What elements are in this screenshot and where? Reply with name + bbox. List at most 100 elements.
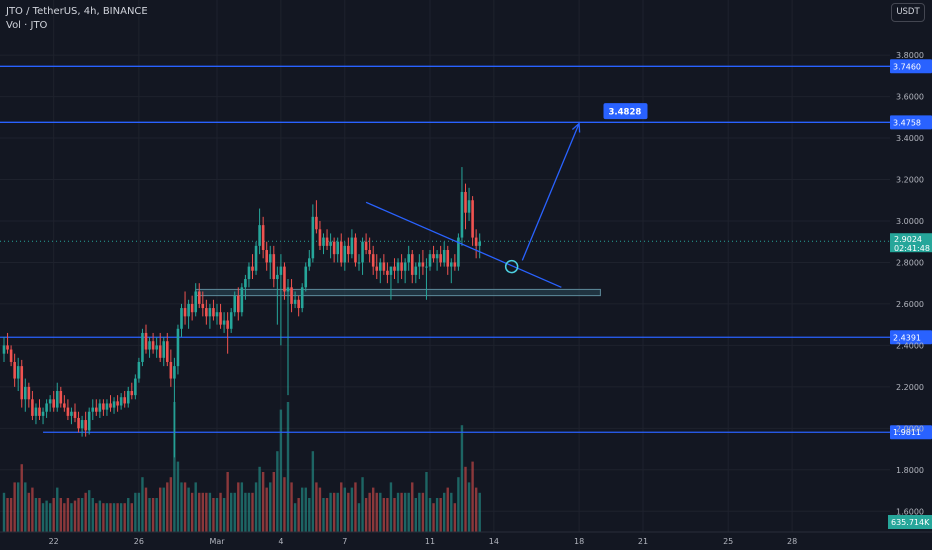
- candle-body: [265, 250, 268, 263]
- volume-title[interactable]: Vol · JTO: [6, 20, 48, 31]
- volume-bar: [219, 492, 222, 532]
- volume-bar: [208, 492, 212, 532]
- volume-readout-label: 635.714K: [891, 518, 930, 527]
- volume-bar: [17, 482, 20, 532]
- volume-bar: [400, 492, 403, 532]
- volume-bar: [88, 490, 91, 532]
- volume-bar: [127, 498, 130, 532]
- candle-body: [379, 262, 382, 271]
- level-price-tag: [890, 330, 932, 345]
- candle-body: [105, 403, 109, 410]
- volume-bar: [159, 487, 162, 532]
- candle-body: [59, 391, 63, 404]
- candle-body: [77, 417, 80, 429]
- volume-bar: [226, 472, 229, 532]
- time-tick-label: 22: [49, 537, 59, 546]
- breakout-circle-marker[interactable]: [504, 259, 519, 274]
- support-zone-rect[interactable]: [195, 288, 601, 297]
- drawings[interactable]: 3.4828: [365, 103, 648, 288]
- volume-bar: [357, 503, 361, 532]
- volume-bar: [144, 487, 148, 532]
- candle-body: [286, 287, 290, 292]
- candle-body: [126, 391, 130, 404]
- volume-bar: [112, 503, 116, 532]
- volume-bar: [272, 472, 275, 532]
- volume-bar: [301, 487, 304, 532]
- candle-body: [176, 328, 180, 367]
- volume-bar: [421, 492, 425, 532]
- symbol-title[interactable]: JTO / TetherUS, 4h, BINANCE: [6, 6, 148, 17]
- time-tick-label: 18: [574, 537, 584, 546]
- candle-body: [91, 407, 95, 412]
- volume-bar: [414, 498, 417, 532]
- time-tick-label: 25: [723, 537, 733, 546]
- candle-body: [382, 262, 386, 271]
- currency-button[interactable]: USDT: [891, 3, 925, 22]
- time-tick-label: 14: [489, 537, 499, 546]
- candle-body: [442, 250, 446, 263]
- last-price-label: 2.9024: [894, 235, 922, 244]
- volume-readout-tag: [888, 515, 932, 529]
- candle-body: [290, 287, 293, 304]
- candle-body: [20, 366, 24, 400]
- candle-body: [205, 308, 208, 317]
- price-tick-label: 2.4000: [896, 341, 924, 350]
- candle-body: [403, 262, 407, 271]
- volume-bar: [418, 492, 421, 532]
- chart-legend: JTO / TetherUS, 4h, BINANCE Vol · JTO: [6, 5, 148, 33]
- candle-body: [410, 254, 414, 275]
- volume-bar: [48, 503, 52, 532]
- target-callout-box[interactable]: [603, 103, 648, 120]
- candle-body: [414, 266, 418, 275]
- volume-bar: [318, 487, 322, 532]
- level-price-label: 3.4758: [893, 118, 921, 127]
- candle-body: [197, 291, 201, 304]
- volume-bar: [332, 492, 336, 532]
- time-axis[interactable]: 22 26 Mar 4 7 11 14 18 21 25 28: [0, 531, 932, 546]
- descending-trend-line[interactable]: [365, 201, 562, 288]
- volume-bar: [20, 464, 23, 532]
- projection-arrow-line[interactable]: [521, 123, 580, 261]
- support-zone[interactable]: [195, 288, 601, 297]
- level-price-tag: [890, 115, 932, 130]
- candle-body: [460, 191, 464, 238]
- candle-body: [190, 303, 194, 313]
- candle-body: [364, 241, 368, 251]
- price-axis[interactable]: 3.7460 3.4758 2.4391 1.9811 3.8000 3.6000 3.40…: [888, 51, 932, 529]
- candle-body: [268, 254, 272, 263]
- volume-bar: [233, 492, 236, 532]
- volume-bar: [27, 492, 31, 532]
- volume-bar: [450, 492, 453, 532]
- volume-bar: [59, 498, 62, 532]
- candle-body: [332, 241, 336, 255]
- candle-body: [41, 411, 45, 416]
- volume-bar: [297, 498, 300, 532]
- candle-body: [162, 341, 166, 358]
- candle-body: [315, 216, 318, 230]
- volume-bar: [329, 492, 332, 532]
- candle-body: [329, 241, 332, 246]
- candle-body: [471, 200, 474, 238]
- candle-body: [354, 237, 357, 263]
- candle-body: [13, 361, 16, 379]
- candle-body: [45, 403, 48, 412]
- volume-bar: [105, 503, 109, 532]
- candle-body: [63, 403, 66, 408]
- volume-bar: [166, 482, 169, 532]
- volume-bar: [13, 482, 16, 532]
- candle-body: [187, 303, 190, 317]
- candle-body: [258, 225, 261, 246]
- volume-bar: [6, 498, 9, 532]
- volume-bar: [258, 466, 261, 532]
- candle-body: [418, 262, 421, 267]
- volume-bar: [201, 492, 204, 532]
- volume-bar: [343, 487, 346, 532]
- volume-bar: [98, 500, 102, 532]
- candle-body: [293, 299, 297, 304]
- level-price-tag: [890, 425, 932, 440]
- horizontal-levels[interactable]: [0, 65, 890, 433]
- volume-bar: [471, 461, 474, 532]
- candle-body: [400, 262, 403, 271]
- volume-bar: [180, 482, 183, 532]
